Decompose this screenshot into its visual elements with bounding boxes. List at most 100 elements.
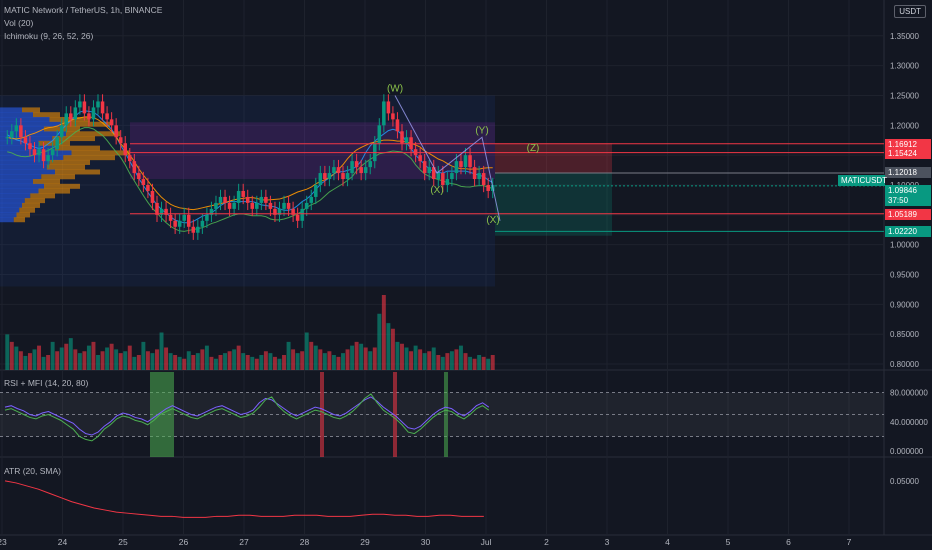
candle	[332, 167, 336, 174]
volume-bar	[127, 345, 132, 370]
vp-bar-down	[71, 150, 130, 156]
ichimoku-indicator-label[interactable]: Ichimoku (9, 26, 52, 26)	[4, 31, 94, 41]
candle	[168, 214, 173, 221]
rsi-band	[0, 392, 884, 437]
volume-bar	[449, 351, 454, 370]
candle	[64, 113, 69, 126]
candle	[100, 101, 105, 114]
volume-bar	[59, 347, 64, 370]
volume-bar	[109, 343, 114, 370]
volume-bar	[259, 355, 264, 370]
candle	[336, 167, 341, 174]
volume-bar	[436, 355, 441, 370]
volume-bar	[141, 341, 146, 370]
ichimoku-line	[7, 110, 493, 224]
volume-bar	[395, 341, 400, 370]
atr-panel-label[interactable]: ATR (20, SMA)	[4, 466, 61, 476]
price-tick-label: 1.35000	[890, 32, 919, 41]
volume-bar	[77, 353, 82, 370]
volume-bar	[313, 345, 318, 370]
vp-bar-up	[0, 174, 42, 180]
volume-bar	[27, 353, 32, 370]
candle	[96, 101, 100, 108]
candle	[268, 202, 273, 209]
vp-bar-down	[30, 193, 55, 199]
volume-bar	[91, 341, 96, 370]
candle	[28, 143, 32, 150]
volume-bar	[363, 347, 368, 370]
candle	[232, 202, 236, 209]
candle	[486, 185, 490, 191]
volume-bar	[477, 355, 482, 370]
volume-bar	[291, 349, 296, 370]
wave-label: (W)	[387, 83, 403, 94]
volume-bar	[404, 347, 409, 370]
candle	[218, 196, 223, 203]
volume-bar	[381, 295, 386, 370]
volume-bar	[186, 351, 191, 370]
volume-bar	[413, 345, 418, 370]
atr-panel	[4, 480, 484, 518]
volume-bar	[96, 355, 100, 370]
vp-bar-down	[52, 136, 95, 142]
volume-bar	[309, 341, 314, 370]
candle	[150, 190, 155, 203]
volume-bar	[377, 313, 382, 370]
vp-bar-up	[0, 217, 14, 223]
volume-bar	[286, 341, 291, 370]
x-tick-label: 7	[847, 537, 852, 547]
volume-indicator-label[interactable]: Vol (20)	[4, 18, 34, 28]
vp-bar-up	[0, 107, 22, 113]
rsi-panel-label[interactable]: RSI + MFI (14, 20, 80)	[4, 378, 89, 388]
volume-bar	[300, 351, 305, 370]
ichimoku-line	[7, 127, 493, 232]
candle	[391, 113, 395, 120]
candle	[214, 202, 218, 209]
volume-bar	[282, 355, 286, 370]
candle	[155, 202, 159, 215]
volume-bar	[100, 351, 105, 370]
price-tick-label: 0.80000	[890, 360, 919, 369]
volume-bar	[481, 356, 486, 370]
volume-bar	[14, 346, 19, 370]
volume-bar	[9, 341, 14, 370]
candle	[436, 173, 441, 180]
candle	[323, 173, 327, 180]
volume-bar	[341, 353, 345, 370]
candle	[236, 190, 241, 203]
price-tick-label: 0.95000	[890, 271, 919, 280]
volume-bar	[459, 345, 463, 370]
volume-bar	[118, 353, 123, 370]
atr-tick-label: 0.05000	[890, 477, 919, 486]
vp-bar-up	[0, 212, 17, 218]
candle	[105, 113, 109, 120]
vp-bar-down	[49, 159, 90, 165]
vp-bar-up	[0, 159, 50, 165]
price-tick-label: 1.00000	[890, 241, 919, 250]
volume-bar	[37, 345, 41, 370]
vp-bar-up	[0, 121, 61, 127]
volume-bar	[250, 356, 255, 370]
currency-button[interactable]: USDT	[894, 5, 926, 18]
volume-bar	[182, 358, 187, 370]
volume-bar	[204, 345, 209, 370]
volume-bar	[245, 355, 250, 370]
vp-bar-down	[60, 121, 110, 127]
x-tick-label: 25	[118, 537, 128, 547]
candle	[264, 196, 268, 203]
candle	[205, 214, 209, 221]
price-tick-label: 1.25000	[890, 91, 919, 100]
candle	[209, 208, 214, 215]
rsi-signal-highlight	[393, 372, 397, 457]
volume-bar	[177, 356, 182, 370]
candle	[132, 161, 137, 174]
wave-label: (X)	[486, 215, 499, 226]
vp-bar-down	[38, 140, 70, 146]
volume-bar	[263, 351, 268, 370]
volume-bar	[454, 349, 459, 370]
price-tick-label: 1.20000	[890, 121, 919, 130]
candle	[59, 125, 64, 138]
vp-bar-up	[0, 198, 25, 204]
candle	[123, 143, 127, 156]
